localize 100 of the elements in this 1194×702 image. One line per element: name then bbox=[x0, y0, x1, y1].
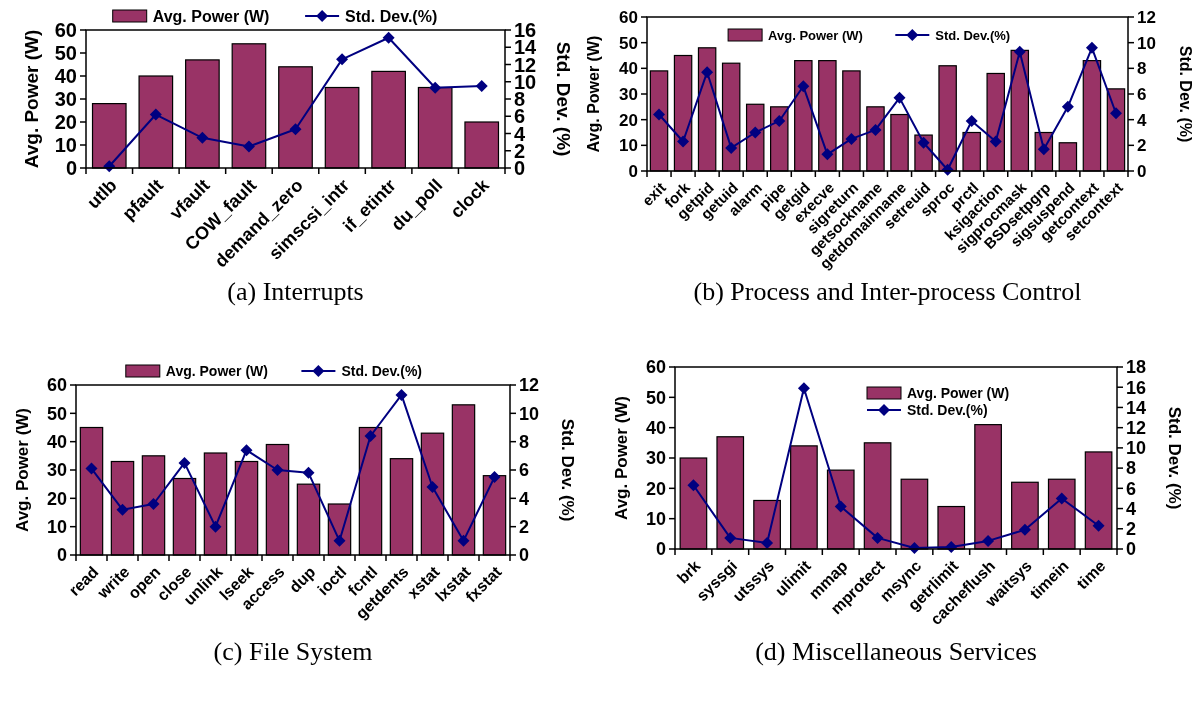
y-tick-label: 60 bbox=[46, 375, 67, 396]
point bbox=[749, 126, 762, 139]
point bbox=[653, 108, 666, 121]
x-tick-label: time bbox=[1073, 556, 1109, 593]
y-tick-label: 0 bbox=[56, 545, 67, 566]
point bbox=[85, 462, 98, 475]
legend-label: Std. Dev.(%) bbox=[935, 27, 1011, 43]
y2-tick-label: 16 bbox=[1126, 377, 1147, 398]
y-tick-label: 0 bbox=[655, 539, 666, 560]
point bbox=[336, 53, 349, 66]
point bbox=[364, 430, 377, 442]
point bbox=[821, 148, 834, 161]
y2-tick-label: 4 bbox=[1137, 110, 1147, 130]
y-tick-label: 50 bbox=[619, 33, 638, 53]
y-tick-label: 10 bbox=[46, 516, 67, 537]
point bbox=[1092, 519, 1105, 532]
y2-tick-label: 6 bbox=[1137, 84, 1147, 104]
y2-tick-label: 4 bbox=[519, 488, 530, 509]
y-tick-label: 0 bbox=[628, 161, 638, 181]
y2-tick-label: 12 bbox=[1126, 417, 1147, 438]
point bbox=[701, 66, 714, 79]
point bbox=[761, 536, 774, 549]
point bbox=[178, 456, 191, 469]
point bbox=[289, 123, 302, 136]
y2-axis-title: Std. Dev. (%) bbox=[1177, 45, 1194, 143]
y2-axis-title: Std. Dev. (%) bbox=[558, 418, 577, 522]
point bbox=[147, 498, 160, 510]
y2-axis-title: Std. Dev. (%) bbox=[553, 41, 574, 157]
y-axis-title: Avg. Power (W) bbox=[13, 407, 32, 533]
y2-tick-label: 0 bbox=[1126, 539, 1137, 560]
y-tick-label: 40 bbox=[54, 65, 77, 87]
point bbox=[488, 471, 501, 484]
y-axis-title: Avg. Power (W) bbox=[585, 35, 602, 153]
y-tick-label: 60 bbox=[54, 19, 77, 41]
y-tick-label: 30 bbox=[54, 88, 77, 110]
point bbox=[677, 135, 690, 148]
point bbox=[797, 382, 810, 395]
y2-tick-label: 12 bbox=[1137, 7, 1156, 27]
x-tick-label: utlb bbox=[83, 175, 121, 213]
point bbox=[457, 534, 470, 547]
y-tick-label: 20 bbox=[46, 488, 67, 509]
point bbox=[869, 123, 882, 136]
point bbox=[989, 135, 1002, 148]
y-tick-label: 10 bbox=[645, 508, 666, 529]
y-tick-label: 50 bbox=[645, 387, 666, 408]
point bbox=[149, 108, 162, 121]
point bbox=[797, 80, 810, 93]
y-tick-label: 50 bbox=[46, 403, 67, 424]
y2-tick-label: 4 bbox=[1126, 498, 1137, 519]
y-tick-label: 40 bbox=[645, 417, 666, 438]
point bbox=[271, 464, 284, 476]
y2-tick-label: 8 bbox=[519, 431, 530, 452]
y2-tick-label: 18 bbox=[1126, 357, 1147, 378]
y2-tick-label: 10 bbox=[1126, 438, 1147, 459]
legend-label: Avg. Power (W) bbox=[907, 384, 1010, 401]
y-tick-label: 40 bbox=[46, 431, 67, 452]
point bbox=[240, 444, 253, 457]
point bbox=[395, 388, 408, 401]
point bbox=[242, 140, 255, 153]
y-tick-label: 20 bbox=[619, 110, 638, 130]
legend-label: Std. Dev.(%) bbox=[345, 7, 438, 25]
y-axis-title: Avg. Power (W) bbox=[612, 395, 631, 521]
y2-tick-label: 2 bbox=[1137, 136, 1147, 156]
point bbox=[834, 500, 847, 513]
point bbox=[871, 531, 884, 544]
y2-tick-label: 8 bbox=[1126, 458, 1137, 479]
point bbox=[196, 131, 209, 144]
point bbox=[725, 141, 738, 154]
y-tick-label: 60 bbox=[619, 7, 638, 27]
text: (c) File System bbox=[213, 637, 373, 666]
y2-tick-label: 0 bbox=[1137, 161, 1147, 181]
y2-tick-label: 14 bbox=[1126, 397, 1147, 418]
point bbox=[773, 114, 786, 127]
text: (a) Interrupts bbox=[227, 277, 364, 306]
legend-label: Avg. Power (W) bbox=[152, 7, 270, 25]
y2-tick-label: 8 bbox=[1137, 59, 1147, 79]
point bbox=[1109, 107, 1122, 120]
y2-tick-label: 6 bbox=[519, 460, 530, 481]
point bbox=[382, 31, 395, 44]
legend-label: Std. Dev.(%) bbox=[341, 362, 423, 379]
y2-axis-title: Std. Dev. (%) bbox=[1165, 406, 1184, 510]
y2-tick-label: 10 bbox=[519, 403, 540, 424]
legend-label: Std. Dev.(%) bbox=[907, 401, 988, 418]
point bbox=[1013, 45, 1026, 58]
y-tick-label: 10 bbox=[54, 134, 77, 156]
y-axis-title: Avg. Power (W) bbox=[21, 29, 42, 169]
point bbox=[1061, 100, 1074, 113]
y2-tick-label: 6 bbox=[1126, 478, 1137, 499]
y2-tick-label: 2 bbox=[1126, 519, 1137, 540]
y-tick-label: 20 bbox=[54, 111, 77, 133]
point bbox=[426, 481, 439, 493]
point bbox=[845, 132, 858, 145]
y-tick-label: 30 bbox=[46, 460, 67, 481]
y2-tick-label: 12 bbox=[519, 375, 540, 396]
y-tick-label: 0 bbox=[65, 157, 77, 179]
point bbox=[1018, 523, 1031, 536]
point bbox=[687, 479, 700, 492]
point bbox=[965, 114, 978, 127]
legend-label: Avg. Power (W) bbox=[768, 27, 863, 43]
y-tick-label: 60 bbox=[645, 357, 666, 378]
